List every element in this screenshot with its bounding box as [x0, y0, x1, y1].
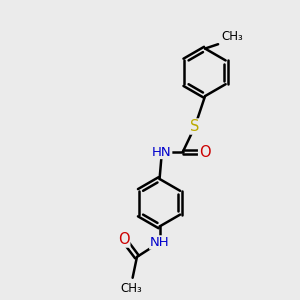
Text: CH₃: CH₃: [222, 30, 243, 43]
Text: NH: NH: [150, 236, 169, 249]
Text: CH₃: CH₃: [120, 282, 142, 295]
Text: O: O: [118, 232, 130, 247]
Text: HN: HN: [152, 146, 172, 158]
Text: S: S: [190, 119, 200, 134]
Text: O: O: [199, 145, 210, 160]
